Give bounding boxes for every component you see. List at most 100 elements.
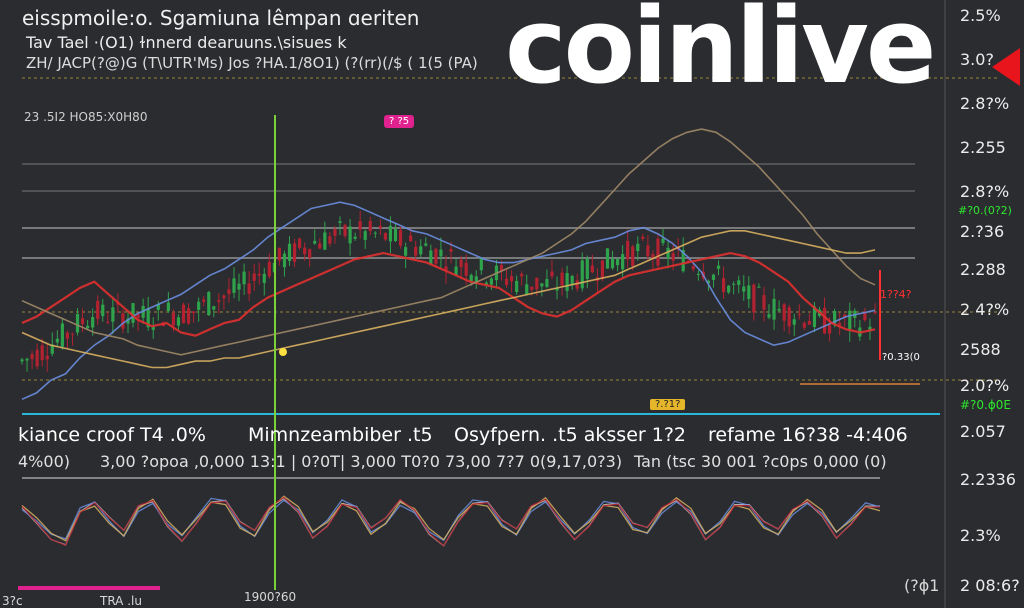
candle-body: [797, 313, 801, 316]
axis-label: 2.3%: [960, 526, 1001, 545]
marker-dot: [279, 348, 287, 356]
axis-label: 3.0?: [960, 50, 994, 69]
candle-body: [454, 266, 458, 275]
candle-body: [171, 312, 176, 326]
candle-body: [308, 249, 312, 258]
candle-body: [757, 286, 761, 288]
candle-body: [484, 282, 488, 285]
candle-body: [86, 325, 90, 329]
candle-body: [328, 236, 332, 244]
bottom-label: (?ɸ1: [904, 576, 940, 595]
candle-body: [651, 254, 655, 259]
candle-body: [777, 308, 781, 311]
axis-label: 2.0?%: [960, 376, 1010, 395]
candle-body: [792, 319, 796, 325]
candle-body: [550, 271, 554, 277]
axis-label: 2 4?%: [960, 300, 1010, 319]
candle-body: [227, 289, 231, 295]
bottom-label: 1900?60: [244, 590, 297, 604]
candle-body: [626, 240, 630, 260]
candle-body: [358, 220, 362, 230]
indicator-label: Mimnzeambiber .t5: [248, 424, 433, 446]
candle-body: [464, 262, 468, 276]
candle-body: [373, 232, 377, 234]
indicator-line: [21, 496, 881, 547]
candle-body: [75, 314, 80, 333]
candle-body: [292, 243, 297, 262]
candle-body: [353, 236, 357, 239]
candle-body: [822, 307, 827, 334]
candle-body: [868, 326, 872, 332]
candle-body: [691, 266, 695, 270]
candle-body: [40, 345, 44, 361]
candle-body: [378, 225, 382, 229]
candle-body: [55, 338, 59, 343]
candle-body: [176, 317, 181, 326]
candle-body: [252, 273, 256, 281]
indicator-line: [21, 497, 881, 547]
candle-body: [277, 247, 282, 261]
price-tag-green: #?0.ɸ0E: [960, 398, 1012, 412]
axis-label: 2.255: [960, 138, 1006, 157]
candle-body: [565, 273, 569, 291]
header-title: eisspmoile:o. Sgamiuna lêmpan ɑeriten: [22, 6, 420, 30]
candle-body: [752, 284, 756, 313]
candle-body: [716, 265, 721, 269]
candle-body: [383, 233, 388, 240]
candle-body: [111, 307, 115, 322]
candle-body: [540, 283, 544, 287]
candle-body: [827, 324, 832, 334]
candle-body: [600, 260, 605, 279]
bottom-progress-bar: [18, 586, 160, 590]
candle-body: [585, 258, 589, 279]
price-tag-white: ?0.33(0: [882, 352, 920, 363]
candle-body: [802, 322, 806, 328]
candle-body: [631, 246, 635, 267]
candle-body: [398, 230, 403, 246]
candle-body: [873, 312, 877, 314]
bottom-label: 3?c: [2, 594, 23, 608]
candle-body: [363, 231, 367, 240]
candle-body: [545, 279, 549, 287]
candle-body: [807, 321, 811, 325]
logo-accent-arrow-icon: [992, 48, 1020, 86]
candle-body: [106, 321, 110, 323]
candle-body: [838, 322, 842, 326]
candle-body: [101, 304, 105, 317]
candle-body: [721, 278, 726, 293]
candle-body: [711, 274, 716, 280]
candle-body: [207, 292, 211, 316]
candle-body: [590, 265, 594, 273]
candle-body: [535, 277, 539, 290]
indicator-label: kiance croof T4 .0%: [18, 424, 206, 446]
candle-body: [812, 306, 817, 328]
series-line: [21, 201, 876, 401]
candle-body: [469, 274, 473, 282]
candle-body: [767, 314, 771, 318]
candle-body: [479, 258, 483, 271]
logo-text: coinlive: [505, 0, 936, 107]
marker-badge: ?.?1?: [650, 399, 686, 410]
candle-body: [368, 220, 372, 231]
candle-body: [706, 280, 711, 284]
candle-body: [282, 253, 287, 268]
candle-body: [509, 276, 514, 282]
candle-body: [737, 280, 741, 285]
candle-body: [80, 318, 85, 324]
candle-body: [323, 232, 327, 250]
candle-body: [489, 278, 494, 285]
axis-label: 2.057: [960, 422, 1006, 441]
candle-body: [444, 266, 448, 271]
candle-body: [575, 280, 579, 289]
candle-body: [656, 238, 660, 266]
candle-body: [126, 318, 130, 324]
candle-body: [843, 314, 847, 318]
candle-body: [197, 301, 201, 310]
candle-body: [267, 261, 271, 277]
axis-label: 2 08:6?: [960, 576, 1020, 595]
candle-body: [504, 278, 509, 285]
candle-body: [641, 236, 645, 239]
candle-body: [65, 332, 70, 339]
candle-body: [131, 303, 135, 323]
indicator-values: 4%00): [18, 452, 70, 471]
